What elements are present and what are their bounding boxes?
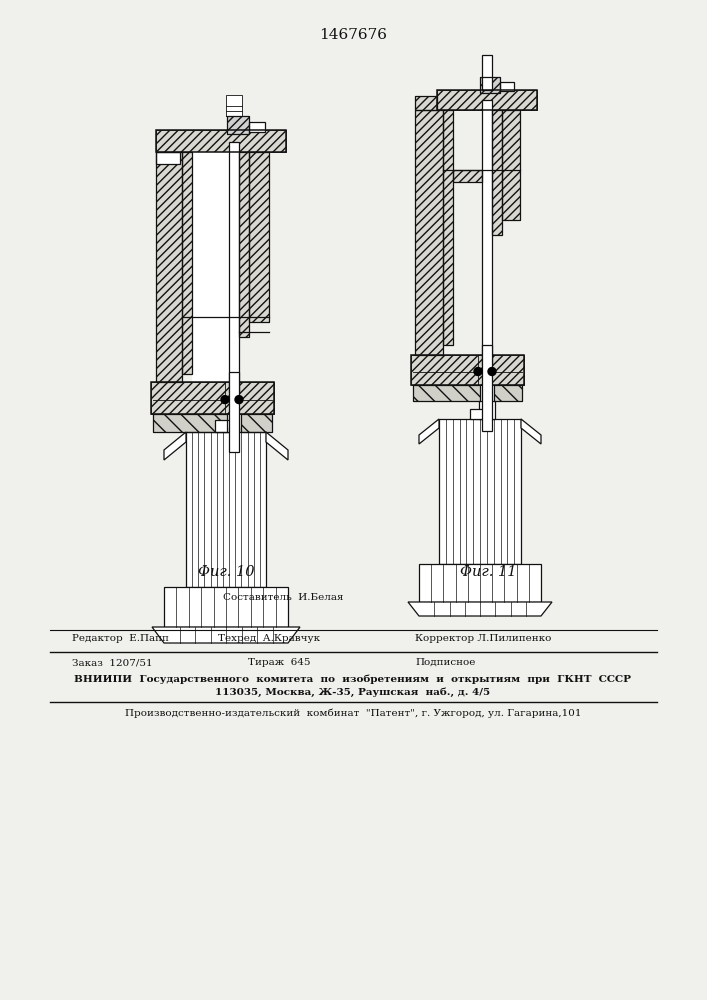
Bar [480, 77, 500, 93]
Text: Тираж  645: Тираж 645 [248, 658, 310, 667]
Text: 1467676: 1467676 [319, 28, 387, 42]
Circle shape [221, 396, 229, 404]
Bar [227, 116, 249, 134]
Bar [164, 587, 288, 627]
Text: Техред  А.Кравчук: Техред А.Кравчук [218, 634, 320, 643]
Bar [411, 355, 524, 385]
Bar [482, 345, 492, 431]
Bar [241, 414, 272, 432]
Bar [229, 427, 239, 432]
Circle shape [488, 367, 496, 375]
Bar [494, 385, 522, 401]
Bar [249, 122, 265, 132]
Bar [500, 82, 514, 91]
Bar [229, 372, 239, 452]
Bar [480, 77, 500, 93]
Polygon shape [521, 419, 541, 444]
Bar [153, 414, 227, 432]
Text: Редактор  Е.Папп: Редактор Е.Папп [72, 634, 169, 643]
Bar [413, 385, 480, 401]
Bar [151, 382, 274, 414]
Bar [239, 152, 249, 337]
Polygon shape [408, 602, 552, 616]
Text: Составитель  И.Белая: Составитель И.Белая [223, 593, 344, 602]
Bar [453, 170, 482, 182]
Text: 113035, Москва, Ж-35, Раушская  наб., д. 4/5: 113035, Москва, Ж-35, Раушская наб., д. … [216, 687, 491, 697]
Text: Φиг. 11: Φиг. 11 [460, 565, 516, 579]
Bar [453, 170, 482, 182]
Bar [249, 152, 269, 322]
Bar [502, 110, 520, 220]
Text: Подписное: Подписное [415, 658, 475, 667]
Bar [153, 414, 227, 432]
Bar [156, 152, 182, 382]
Circle shape [474, 367, 482, 375]
Text: ВНИИПИ  Государственного  комитета  по  изобретениям  и  открытиям  при  ГКНТ  С: ВНИИПИ Государственного комитета по изоб… [74, 674, 631, 684]
Bar [239, 152, 249, 337]
Bar [229, 142, 239, 392]
Bar [156, 152, 180, 164]
Bar [229, 98, 239, 130]
Polygon shape [266, 432, 288, 460]
Polygon shape [419, 419, 439, 444]
Bar [151, 382, 274, 414]
Bar [419, 564, 541, 602]
Bar [226, 95, 242, 116]
Bar [156, 152, 182, 382]
Bar [156, 152, 180, 164]
Polygon shape [152, 627, 300, 643]
Bar [241, 414, 272, 432]
Circle shape [235, 396, 243, 404]
Bar [482, 100, 492, 365]
Bar [156, 130, 286, 152]
Bar [249, 152, 269, 322]
Bar [411, 355, 524, 385]
Bar [494, 385, 522, 401]
Bar [437, 90, 537, 110]
Bar [415, 110, 443, 355]
Text: Заказ  1207/51: Заказ 1207/51 [72, 658, 153, 667]
Bar [215, 420, 237, 432]
Text: Корректор Л.Пилипенко: Корректор Л.Пилипенко [415, 634, 551, 643]
Bar [413, 385, 480, 401]
Bar [439, 419, 521, 564]
Bar [479, 401, 495, 419]
Bar [470, 409, 490, 419]
Bar [437, 90, 537, 110]
Bar [443, 110, 453, 345]
Bar [156, 130, 286, 152]
Text: Производственно-издательский  комбинат  "Патент", г. Ужгород, ул. Гагарина,101: Производственно-издательский комбинат "П… [124, 708, 581, 718]
Bar [227, 116, 249, 134]
Polygon shape [164, 432, 186, 460]
Bar [186, 432, 266, 587]
Bar [182, 152, 192, 374]
Bar [492, 110, 502, 235]
Bar [415, 110, 443, 355]
Bar [182, 152, 192, 374]
Bar [415, 96, 437, 110]
Bar [443, 110, 453, 345]
Bar [492, 110, 502, 235]
Bar [502, 110, 520, 220]
Bar [192, 152, 229, 382]
Text: Φиг. 10: Φиг. 10 [198, 565, 255, 579]
Bar [482, 55, 492, 90]
Bar [415, 96, 437, 110]
